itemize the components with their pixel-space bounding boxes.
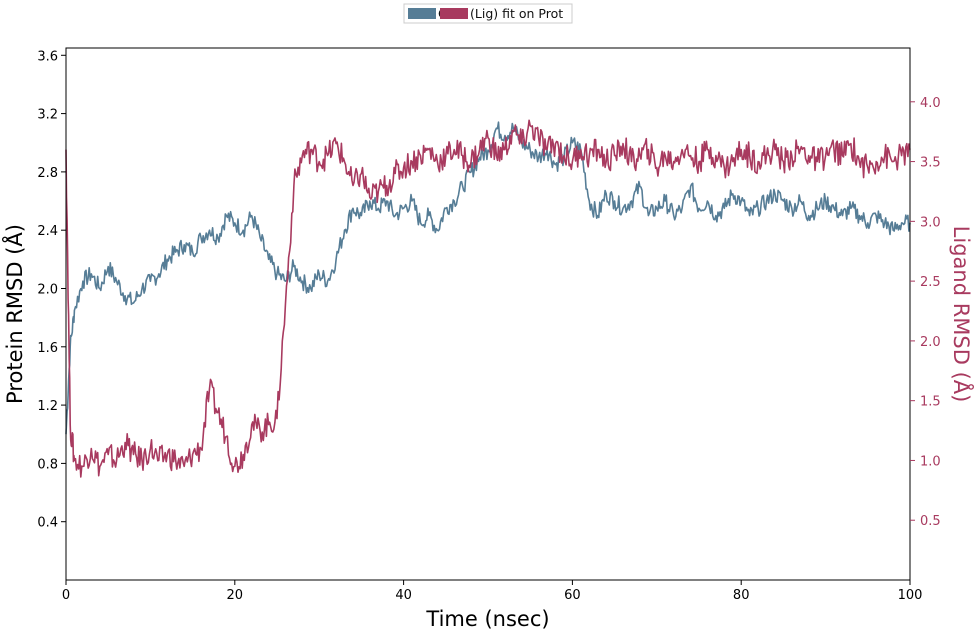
- y-left-tick-label: 1.2: [37, 399, 58, 414]
- x-tick-label: 60: [564, 588, 581, 603]
- y-right-tick-label: 2.5: [920, 275, 941, 290]
- y-right-tick-label: 3.0: [920, 215, 941, 230]
- legend-label-ligand: (Lig) fit on Prot: [470, 6, 563, 21]
- y-right-tick-label: 3.5: [920, 156, 941, 171]
- x-axis: 0 20 40 60 80 100: [62, 580, 923, 603]
- series-layer: [65, 119, 911, 478]
- series-line-ligand: [65, 119, 911, 478]
- y-left-tick-label: 1.6: [37, 341, 58, 356]
- x-tick-label: 80: [733, 588, 750, 603]
- y-left-tick-label: 2.8: [37, 166, 58, 181]
- plot-frame: [65, 47, 911, 581]
- x-tick-label: 0: [62, 588, 70, 603]
- y-right-tick-label: 2.0: [920, 335, 941, 350]
- y-left-tick-label: 3.6: [37, 49, 58, 64]
- legend: Cα (Lig) fit on Prot: [403, 3, 573, 24]
- y-axis-right: 0.5 1.0 1.5 2.0 2.5 3.0 3.5 4.0: [910, 96, 941, 529]
- y-right-tick-label: 1.5: [920, 395, 941, 410]
- y-left-tick-label: 0.8: [37, 457, 58, 472]
- y-left-tick-label: 3.2: [37, 108, 58, 123]
- y-right-tick-label: 1.0: [920, 454, 941, 469]
- y-axis-left-title: Protein RMSD (Å): [1, 224, 27, 404]
- y-left-tick-label: 0.4: [37, 516, 58, 531]
- y-left-tick-label: 2.0: [37, 282, 58, 297]
- series-line-calpha: [65, 121, 911, 435]
- y-right-tick-label: 0.5: [920, 514, 941, 529]
- legend-swatch-ligand: [440, 8, 468, 19]
- y-axis-left: 0.4 0.8 1.2 1.6 2.0 2.4 2.8 3.2 3.6: [37, 49, 66, 531]
- x-tick-label: 100: [898, 588, 923, 603]
- x-tick-label: 40: [395, 588, 412, 603]
- y-axis-right-title: Ligand RMSD (Å): [949, 226, 975, 403]
- legend-swatch-calpha: [408, 8, 436, 19]
- x-axis-title: Time (nsec): [425, 607, 549, 631]
- x-tick-label: 20: [227, 588, 244, 603]
- y-left-tick-label: 2.4: [37, 224, 58, 239]
- y-right-tick-label: 4.0: [920, 96, 941, 111]
